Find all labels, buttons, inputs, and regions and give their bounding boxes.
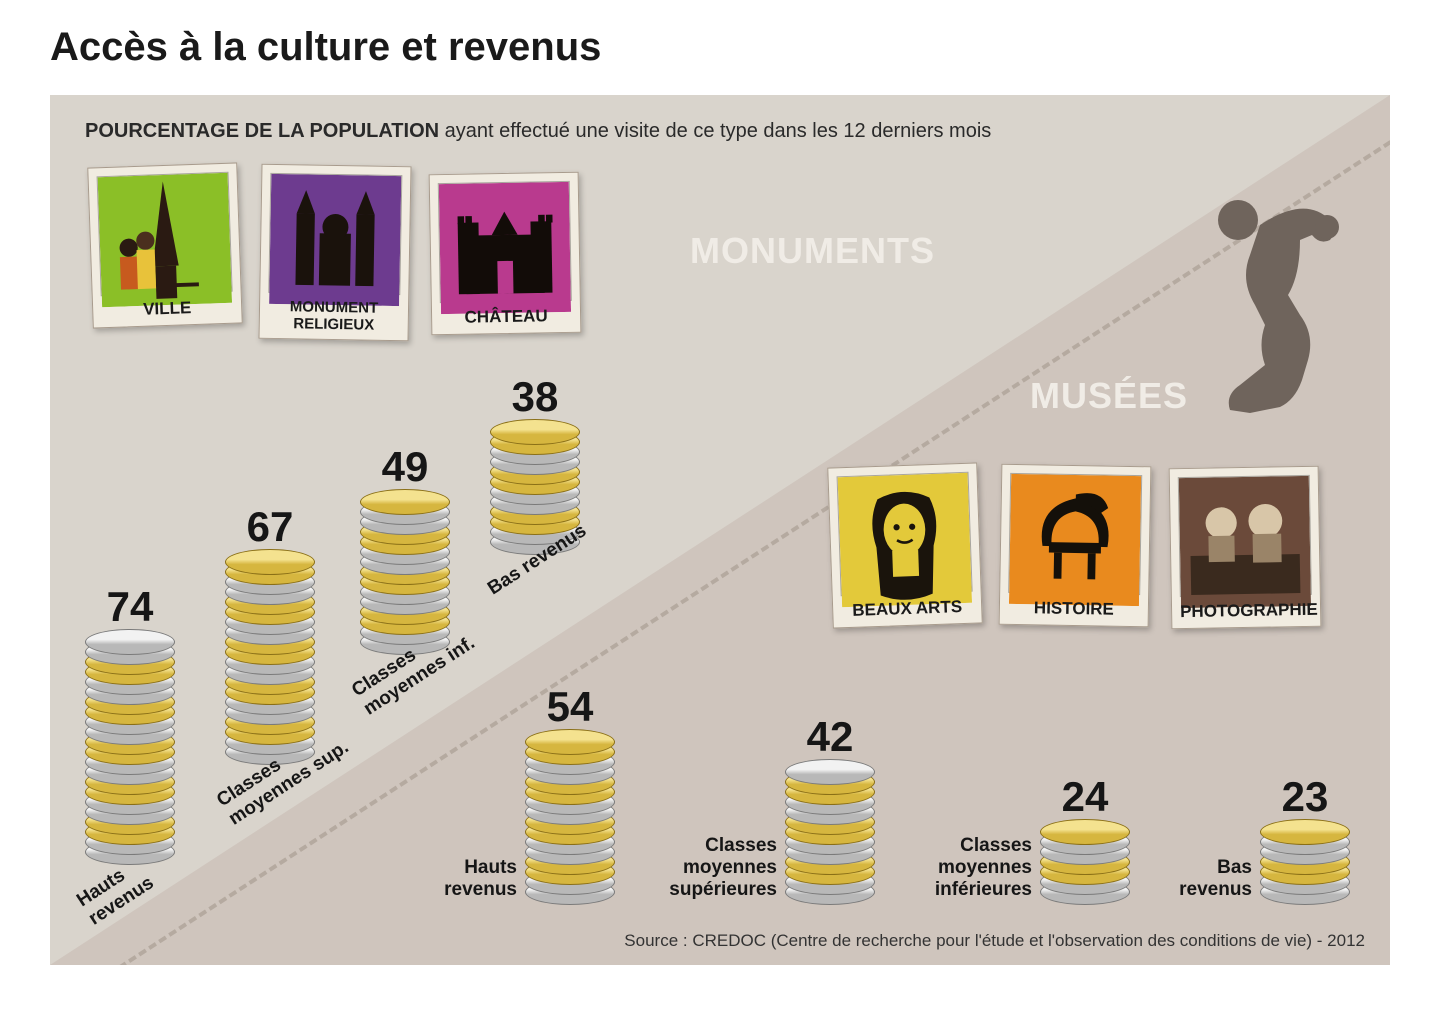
stack-value: 67	[225, 503, 315, 551]
coins	[1040, 817, 1130, 905]
stack-label: Hautsrevenus	[444, 857, 517, 901]
card-thumb	[837, 472, 973, 597]
coin	[1040, 819, 1130, 845]
coin	[525, 729, 615, 755]
card-thumb	[438, 181, 572, 303]
card-ville: VILLE	[87, 162, 243, 328]
card-religieux: MONUMENTRELIGIEUX	[258, 164, 411, 342]
stack-label: Classesmoyennessupérieures	[669, 835, 777, 901]
card-photo: PHOTOGRAPHIE	[1169, 466, 1322, 629]
coin	[225, 549, 315, 575]
musees-stack-1: 42	[785, 713, 875, 905]
card-thumb	[1178, 475, 1312, 597]
card-thumb	[97, 172, 233, 297]
source-text: Source : CREDOC (Centre de recherche pou…	[624, 931, 1365, 951]
stack-label: Basrevenus	[1179, 857, 1252, 901]
coin	[85, 629, 175, 655]
stack-value: 49	[360, 443, 450, 491]
coin	[360, 489, 450, 515]
stack-value: 38	[490, 373, 580, 421]
card-label: BEAUX ARTS	[841, 598, 974, 621]
coins	[225, 547, 315, 765]
coins	[785, 757, 875, 905]
monuments-stack-0: 74	[85, 583, 175, 865]
statue-icon	[1210, 185, 1370, 415]
musees-stack-2: 24	[1040, 773, 1130, 905]
page-title: Accès à la culture et revenus	[0, 0, 1440, 85]
card-histoire: HISTOIRE	[999, 464, 1152, 627]
subtitle: POURCENTAGE DE LA POPULATION ayant effec…	[85, 120, 991, 143]
coin	[785, 759, 875, 785]
stack-value: 24	[1040, 773, 1130, 821]
section-label-musees: MUSÉES	[1030, 375, 1188, 417]
stack-value: 54	[525, 683, 615, 731]
musees-stack-3: 23	[1260, 773, 1350, 905]
infographic-panel: POURCENTAGE DE LA POPULATION ayant effec…	[50, 95, 1390, 965]
card-beaux_arts: BEAUX ARTS	[827, 462, 983, 628]
card-thumb	[1008, 473, 1142, 595]
monuments-stack-1: 67	[225, 503, 315, 765]
card-chateau: CHÂTEAU	[429, 172, 582, 335]
stack-value: 74	[85, 583, 175, 631]
coins	[525, 727, 615, 905]
monuments-stack-2: 49	[360, 443, 450, 655]
coins	[1260, 817, 1350, 905]
card-thumb	[268, 173, 402, 295]
coin	[490, 419, 580, 445]
coin	[1260, 819, 1350, 845]
stack-value: 42	[785, 713, 875, 761]
coins	[85, 627, 175, 865]
stack-value: 23	[1260, 773, 1350, 821]
musees-stack-0: 54	[525, 683, 615, 905]
card-label: RELIGIEUX	[268, 315, 400, 334]
section-label-monuments: MONUMENTS	[690, 230, 935, 272]
card-label: PHOTOGRAPHIE	[1180, 601, 1312, 622]
stack-label: Classesmoyennesinférieures	[935, 835, 1032, 901]
